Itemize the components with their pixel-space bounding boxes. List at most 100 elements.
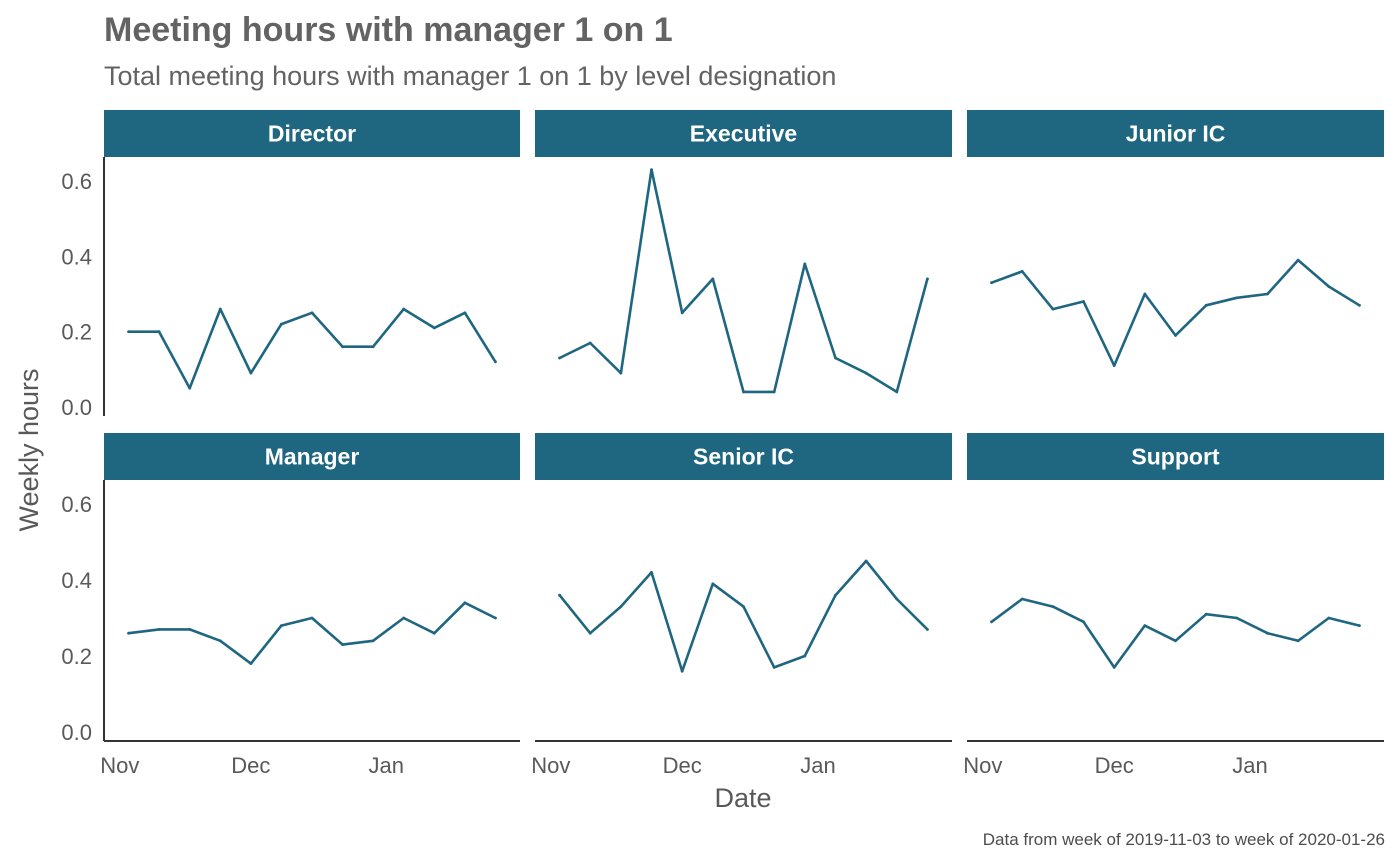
data-point bbox=[1266, 631, 1269, 635]
data-point bbox=[1112, 666, 1116, 669]
data-point bbox=[127, 330, 130, 334]
data-point bbox=[1143, 624, 1147, 627]
data-point bbox=[1082, 300, 1085, 303]
data-point bbox=[249, 662, 253, 665]
data-point bbox=[558, 593, 561, 597]
x-tick-label: Dec bbox=[231, 753, 270, 778]
data-point bbox=[803, 654, 807, 658]
data-point bbox=[895, 390, 899, 394]
facet-strip-label: Executive bbox=[690, 121, 797, 147]
chart-title: Meeting hours with manager 1 on 1 bbox=[104, 11, 673, 49]
data-point bbox=[1082, 620, 1085, 624]
facet-strip bbox=[967, 433, 1384, 480]
series-line bbox=[990, 258, 1361, 367]
data-point bbox=[1051, 307, 1055, 311]
data-point bbox=[742, 390, 745, 394]
x-tick-label: Nov bbox=[963, 753, 1002, 778]
data-point bbox=[1204, 303, 1208, 307]
data-point bbox=[834, 356, 837, 360]
data-point bbox=[310, 311, 314, 315]
x-tick-label: Jan bbox=[800, 753, 835, 778]
data-point bbox=[157, 628, 161, 631]
data-point bbox=[1051, 605, 1055, 608]
data-point bbox=[402, 307, 406, 311]
series-line bbox=[127, 307, 497, 390]
facet-panel: Senior IC Nov Dec Jan bbox=[531, 433, 952, 778]
data-point bbox=[402, 616, 406, 620]
data-point bbox=[1112, 364, 1116, 367]
data-point bbox=[1235, 296, 1239, 300]
facet-strip bbox=[104, 110, 520, 157]
data-point bbox=[249, 371, 253, 375]
data-point bbox=[432, 326, 436, 330]
data-point bbox=[680, 669, 684, 673]
data-point bbox=[711, 582, 715, 586]
facet-panels: Director 0.0 0.2 0.4 0.6 Executive Junior IC Ma… bbox=[61, 110, 1384, 778]
x-tick-label: Dec bbox=[663, 753, 702, 778]
facet-strip-label: Director bbox=[268, 121, 356, 147]
data-point bbox=[280, 322, 283, 326]
facet-panel: Manager 0.0 0.2 0.4 0.6 Nov Dec Jan bbox=[61, 433, 520, 778]
data-point bbox=[371, 639, 375, 643]
data-point bbox=[1204, 612, 1208, 616]
facet-strip-label: Manager bbox=[265, 444, 360, 470]
data-point bbox=[463, 601, 467, 605]
data-point bbox=[990, 281, 993, 285]
x-axis-title: Date bbox=[714, 783, 771, 813]
data-point bbox=[218, 307, 222, 311]
data-point bbox=[1143, 292, 1147, 296]
data-point bbox=[650, 571, 653, 574]
data-point bbox=[310, 616, 314, 620]
data-point bbox=[772, 666, 776, 669]
data-point bbox=[218, 639, 222, 643]
y-tick-label: 0.6 bbox=[61, 492, 92, 517]
data-point bbox=[1174, 639, 1177, 643]
data-point bbox=[341, 345, 344, 349]
data-point bbox=[895, 597, 899, 601]
series-line bbox=[127, 601, 497, 665]
data-point bbox=[157, 330, 161, 334]
data-point bbox=[864, 371, 868, 375]
y-axis-title: Weekly hours bbox=[14, 368, 44, 531]
data-point bbox=[558, 356, 561, 360]
data-point bbox=[1266, 292, 1269, 296]
y-tick-label: 0.6 bbox=[61, 169, 92, 194]
facet-strip bbox=[967, 110, 1384, 157]
facet-strip bbox=[535, 110, 952, 157]
data-point bbox=[619, 605, 623, 608]
data-point bbox=[494, 616, 497, 620]
y-tick-label: 0.4 bbox=[61, 244, 92, 269]
chart-caption: Data from week of 2019-11-03 to week of … bbox=[983, 830, 1385, 849]
data-point bbox=[864, 559, 868, 563]
facet-panel: Executive bbox=[535, 110, 952, 394]
data-point bbox=[127, 631, 130, 635]
facet-panel: Director 0.0 0.2 0.4 0.6 bbox=[61, 110, 520, 420]
facet-strip bbox=[104, 433, 520, 480]
x-tick-label: Nov bbox=[100, 753, 139, 778]
data-point bbox=[680, 311, 684, 315]
data-point bbox=[588, 631, 592, 635]
data-point bbox=[188, 386, 192, 390]
series-line bbox=[558, 168, 929, 394]
x-tick-label: Dec bbox=[1095, 753, 1134, 778]
data-point bbox=[926, 628, 929, 631]
data-point bbox=[1020, 270, 1024, 273]
y-tick-label: 0.4 bbox=[61, 568, 92, 593]
series-line bbox=[990, 597, 1361, 669]
data-point bbox=[1327, 616, 1331, 620]
data-point bbox=[1020, 597, 1024, 601]
data-point bbox=[803, 262, 807, 266]
data-point bbox=[1174, 334, 1177, 337]
data-point bbox=[650, 168, 653, 172]
data-point bbox=[1358, 624, 1361, 627]
x-tick-label: Nov bbox=[531, 753, 570, 778]
facet-strip-label: Senior IC bbox=[693, 444, 794, 470]
data-point bbox=[280, 624, 283, 627]
data-point bbox=[1296, 258, 1300, 262]
data-point bbox=[1327, 285, 1331, 288]
data-point bbox=[990, 620, 993, 624]
chart-subtitle: Total meeting hours with manager 1 on 1 … bbox=[104, 61, 836, 91]
y-tick-label: 0.0 bbox=[61, 720, 92, 745]
data-point bbox=[341, 643, 344, 646]
